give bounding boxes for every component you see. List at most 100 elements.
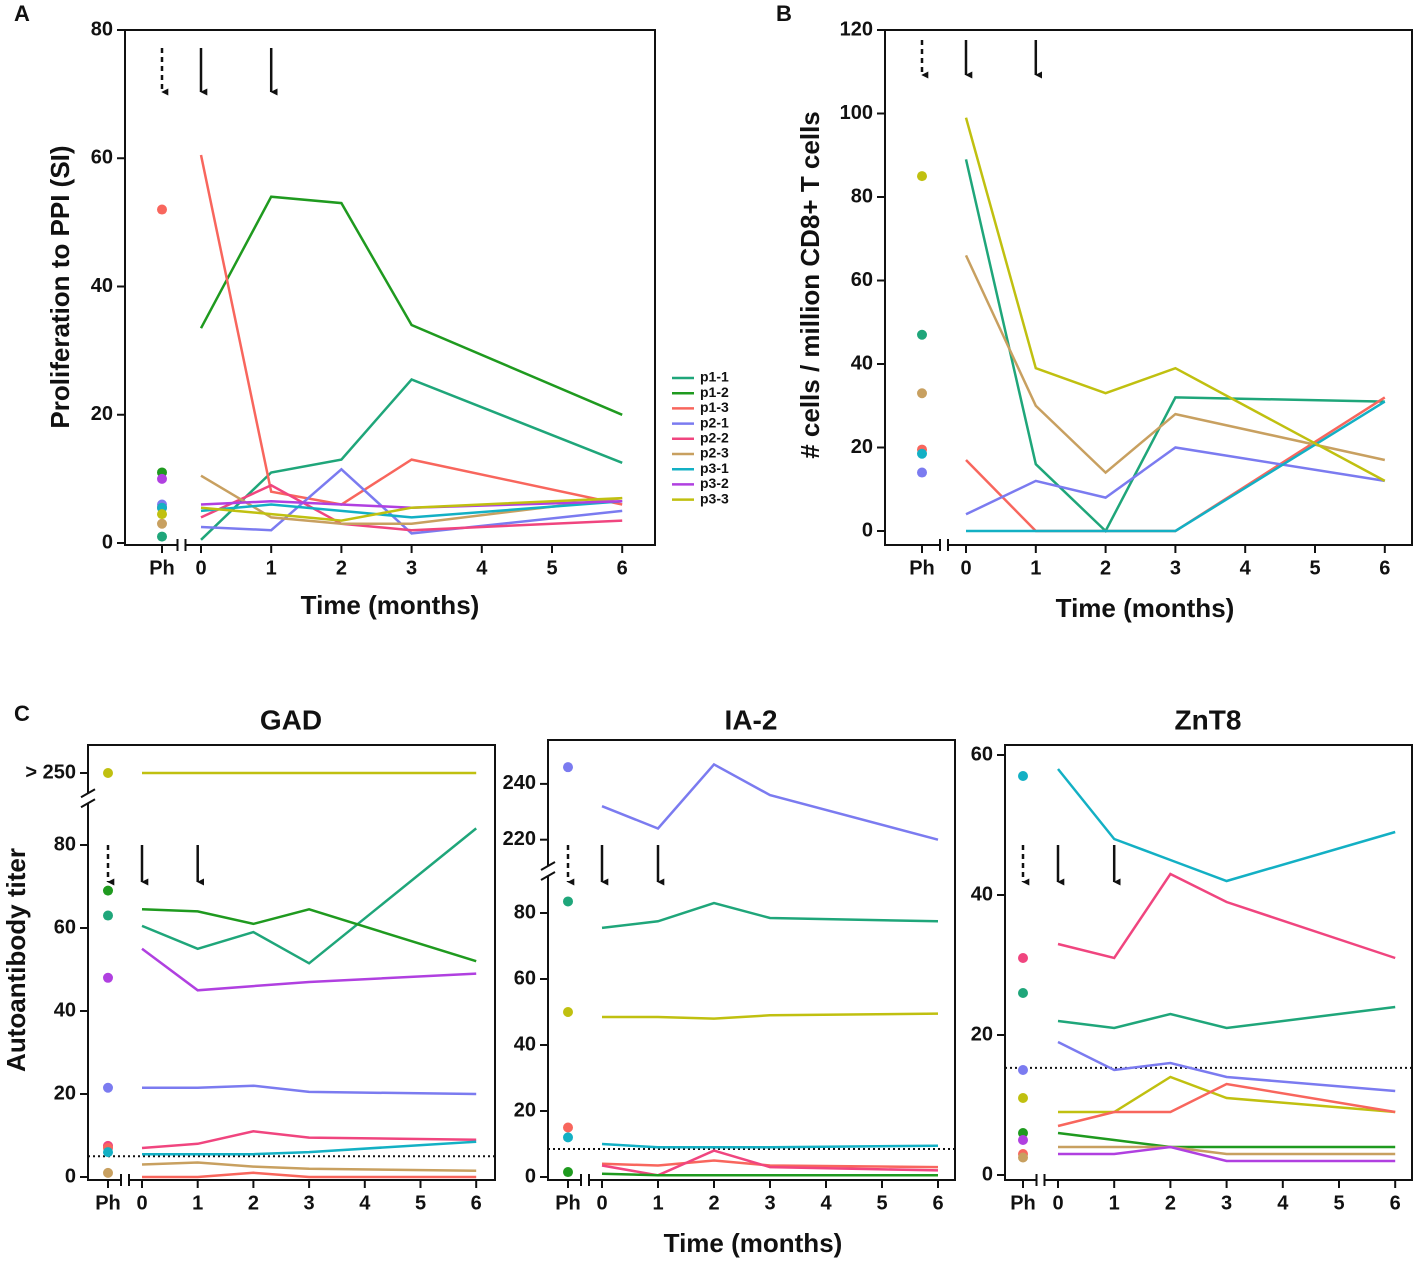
x-tick-label: 5 (1333, 1192, 1344, 1214)
y-tick-label: 60 (971, 743, 993, 765)
x-tick-label: 1 (1109, 1192, 1120, 1214)
x-tick-label: 5 (1309, 557, 1320, 579)
x-tick-label: 2 (336, 557, 347, 579)
x-tick-label: 5 (876, 1192, 887, 1214)
ph-point (103, 768, 113, 778)
y-tick-label: 20 (54, 1082, 76, 1104)
x-tick-label: 6 (1379, 557, 1390, 579)
series-line (141, 908, 477, 963)
y-tick-label: 0 (982, 1163, 993, 1185)
x-tick-label: 2 (708, 1192, 719, 1214)
series-line (199, 195, 623, 416)
ph-point (1018, 953, 1028, 963)
y-tick-label: 80 (514, 901, 536, 923)
series-line (141, 1161, 477, 1173)
x-tick-label: 4 (820, 1192, 832, 1214)
x-tick-label: Ph (909, 557, 935, 579)
x-tick-label: 5 (546, 557, 557, 579)
ph-point (563, 762, 573, 773)
series-line (141, 827, 477, 965)
y-tick-label: 100 (840, 102, 873, 124)
plot-frame (87, 744, 496, 1181)
x-axis-title: Time (months) (664, 1228, 843, 1258)
y-tick-label: 40 (851, 352, 873, 374)
axis-break (80, 788, 96, 799)
series-line (142, 1171, 477, 1179)
x-tick-label: 1 (652, 1192, 663, 1214)
y-tick-label: 20 (91, 403, 113, 425)
axis-break-gap (85, 793, 91, 804)
chart-title: GAD (260, 704, 322, 735)
x-tick-label: 6 (617, 557, 628, 579)
axis-break (80, 798, 96, 809)
y-tick-label: 0 (65, 1165, 76, 1187)
x-tick-label: 1 (1030, 557, 1041, 579)
x-tick-label: 0 (960, 557, 971, 579)
x-tick-label: 3 (406, 557, 417, 579)
ph-point (103, 1167, 113, 1178)
y-tick-label: 60 (91, 147, 113, 169)
x-tick-label: 0 (195, 557, 206, 579)
ph-point (157, 518, 167, 529)
legend-label: p3-3 (700, 490, 729, 506)
panel-letter: C (14, 701, 30, 726)
y-tick-label: 0 (102, 531, 113, 553)
ph-point (103, 910, 113, 921)
chart-title: ZnT8 (1175, 704, 1242, 735)
x-axis-title: Time (months) (1056, 593, 1235, 623)
ph-point (103, 972, 113, 983)
ph-point (1018, 771, 1028, 781)
series-line (200, 500, 623, 519)
series-line (141, 947, 477, 992)
ph-point (1018, 1093, 1028, 1103)
series-line (601, 1142, 939, 1149)
ph-point (1018, 1135, 1028, 1145)
y-tick-label: 220 (503, 828, 536, 850)
x-tick-label: 4 (1240, 557, 1252, 579)
series-line (602, 1012, 939, 1020)
x-tick-label: 3 (304, 1192, 315, 1214)
series-line (142, 1140, 477, 1156)
series-line (1057, 1040, 1396, 1093)
ph-point (563, 1132, 573, 1143)
y-axis-title: # cells / million CD8+ T cells (795, 111, 825, 459)
y-tick-label: 60 (851, 269, 873, 291)
y-tick-label: 20 (514, 1099, 536, 1121)
x-tick-label: 2 (1165, 1192, 1176, 1214)
x-tick-label: 4 (359, 1192, 371, 1214)
series-line (966, 400, 1386, 533)
ph-point (917, 171, 927, 182)
axis-break-gap (1036, 1178, 1045, 1182)
ph-point (1018, 988, 1028, 998)
series-line (1057, 872, 1396, 960)
y-tick-label: > 250 (25, 761, 76, 783)
ph-point (563, 1122, 573, 1133)
series-line (1057, 1082, 1396, 1128)
plot-frame (547, 739, 956, 1181)
series-line (965, 446, 1385, 516)
axis-break-gap (581, 1178, 589, 1182)
y-tick-label: 240 (503, 772, 536, 794)
x-tick-label: 3 (764, 1192, 775, 1214)
x-tick-label: 3 (1170, 557, 1181, 579)
ph-point (103, 885, 113, 896)
ph-point (563, 1167, 573, 1178)
legend-label: p3-1 (700, 460, 729, 476)
series-line (142, 1084, 477, 1096)
series-line (601, 1172, 938, 1177)
ph-point (157, 204, 167, 215)
ph-point (1018, 1065, 1028, 1075)
x-tick-label: 2 (248, 1192, 259, 1214)
y-tick-label: 40 (971, 883, 993, 905)
y-axis-title: Proliferation to PPI (SI) (45, 145, 75, 428)
axis-break-gap (177, 543, 186, 547)
axis-break-gap (940, 543, 948, 547)
x-tick-label: 4 (476, 557, 488, 579)
series-line (964, 117, 1386, 483)
legend-label: p2-2 (700, 430, 729, 446)
ph-point (917, 388, 927, 399)
y-tick-label: 120 (840, 18, 873, 40)
plot-frame (884, 29, 1413, 546)
legend-label: p1-2 (700, 384, 729, 400)
